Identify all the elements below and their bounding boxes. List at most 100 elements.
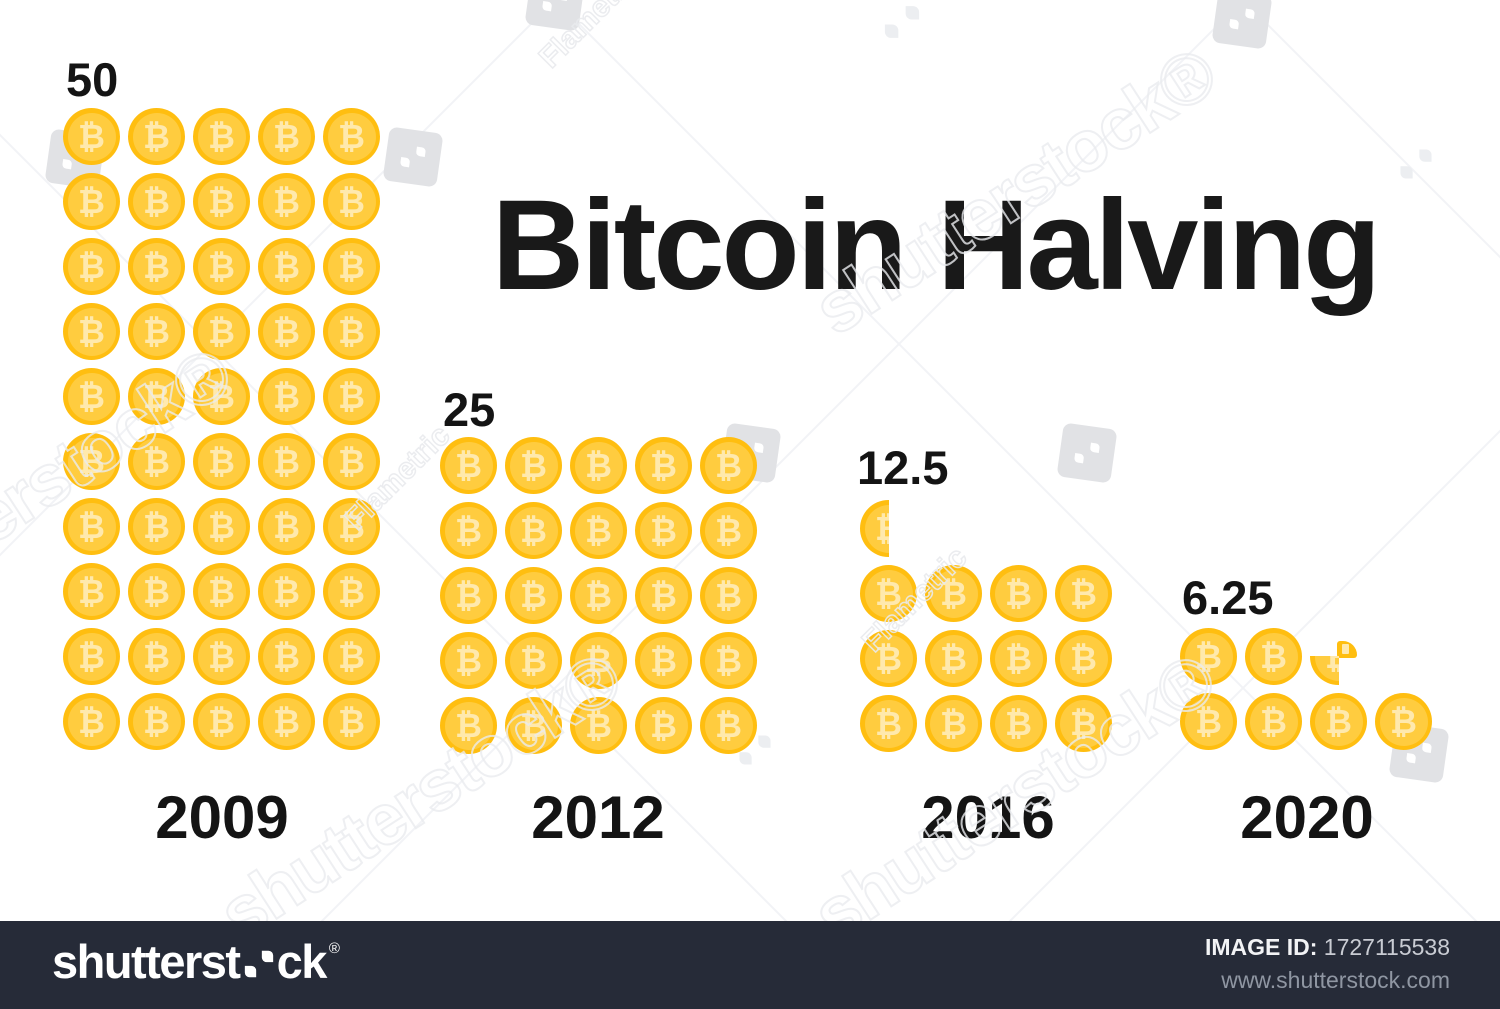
coin-grid-2020: ₿ ₿ ₿ ₿ ₿ ₿ ₿ xyxy=(1180,628,1432,750)
bitcoin-coin-icon: ₿ xyxy=(440,697,497,754)
year-label-2009: 2009 xyxy=(155,784,289,851)
coin-row: ₿ ₿ ₿ ₿ ₿ xyxy=(63,563,380,620)
watermark-logo-mark xyxy=(524,0,586,32)
bitcoin-coin-icon: ₿ xyxy=(860,695,917,752)
coin-row: ₿ ₿ ₿ ₿ ₿ xyxy=(63,173,380,230)
bitcoin-coin-icon: ₿ xyxy=(1375,693,1432,750)
bitcoin-coin-icon: ₿ xyxy=(505,437,562,494)
bitcoin-coin-icon: ₿ xyxy=(323,563,380,620)
bitcoin-coin-icon: ₿ xyxy=(63,563,120,620)
bitcoin-coin-icon: ₿ xyxy=(505,697,562,754)
bitcoin-coin-icon: ₿ xyxy=(323,628,380,685)
bitcoin-coin-icon: ₿ xyxy=(1055,630,1112,687)
bitcoin-coin-icon: ₿ xyxy=(63,628,120,685)
bitcoin-coin-icon: ₿ xyxy=(1245,628,1302,685)
coin-row: ₿ ₿ ₿ ₿ ₿ xyxy=(440,632,757,689)
year-label-2012: 2012 xyxy=(531,784,665,851)
bitcoin-coin-icon: ₿ xyxy=(635,437,692,494)
bitcoin-coin-icon: ₿ xyxy=(193,693,250,750)
bitcoin-coin-icon: ₿ xyxy=(193,368,250,425)
bitcoin-coin-icon: ₿ xyxy=(860,500,889,557)
watermark-logo-mark xyxy=(1211,0,1273,50)
bitcoin-coin-icon: ₿ xyxy=(258,498,315,555)
year-label-2016: 2016 xyxy=(921,784,1055,851)
bitcoin-coin-icon: ₿ xyxy=(1055,695,1112,752)
bitcoin-coin-icon: ₿ xyxy=(323,238,380,295)
bitcoin-coin-icon: ₿ xyxy=(63,303,120,360)
value-label-2016: 12.5 xyxy=(857,441,949,494)
coin-row: ₿ ₿ ₿ ₿ ₿ xyxy=(63,433,380,490)
value-label-2009: 50 xyxy=(66,53,119,106)
logo-text-right: ck xyxy=(276,935,328,988)
bitcoin-coin-icon: ₿ xyxy=(505,502,562,559)
bitcoin-coin-icon: ₿ xyxy=(635,567,692,624)
bitcoin-coin-icon: ₿ xyxy=(990,695,1047,752)
image-id-block: IMAGE ID: 1727115538 www.shutterstock.co… xyxy=(1205,934,1450,994)
bitcoin-half-coin-icon: ₿ xyxy=(860,500,889,557)
bitcoin-coin-icon: ₿ xyxy=(505,567,562,624)
bitcoin-coin-icon: ₿ xyxy=(63,173,120,230)
bitcoin-coin-icon: ₿ xyxy=(323,368,380,425)
bitcoin-coin-icon: ₿ xyxy=(925,630,982,687)
shutterstock-logo: shutterst ck ® xyxy=(52,938,340,985)
bitcoin-coin-icon: ₿ xyxy=(63,693,120,750)
bitcoin-coin-icon: ₿ xyxy=(63,108,120,165)
bitcoin-coin-icon: ₿ xyxy=(570,632,627,689)
coin-row: ₿ ₿ ₿ xyxy=(1180,628,1432,685)
bitcoin-coin-icon: ₿ xyxy=(925,695,982,752)
coin-row: ₿ ₿ ₿ ₿ ₿ xyxy=(63,368,380,425)
bitcoin-coin-icon: ₿ xyxy=(128,433,185,490)
bitcoin-coin-icon: ₿ xyxy=(570,567,627,624)
bitcoin-coin-icon: ₿ xyxy=(860,565,917,622)
bitcoin-coin-icon: ₿ xyxy=(990,565,1047,622)
bitcoin-coin-icon: ₿ xyxy=(440,437,497,494)
coin-row: ₿ ₿ ₿ ₿ xyxy=(860,630,1112,687)
bitcoin-coin-icon: ₿ xyxy=(193,238,250,295)
bitcoin-coin-icon: ₿ xyxy=(63,498,120,555)
bitcoin-coin-icon: ₿ xyxy=(258,303,315,360)
bitcoin-coin-icon: ₿ xyxy=(128,303,185,360)
coin-grid-2012: ₿ ₿ ₿ ₿ ₿ ₿ ₿ ₿ ₿ ₿ ₿ ₿ ₿ ₿ ₿ ₿ ₿ ₿ ₿ ₿ ₿ ₿ ₿ ₿ ₿ xyxy=(440,437,757,754)
coin-row: ₿ ₿ ₿ ₿ xyxy=(1180,693,1432,750)
bitcoin-coin-icon: ₿ xyxy=(258,108,315,165)
bitcoin-coin-icon: ₿ xyxy=(258,173,315,230)
bitcoin-coin-icon: ₿ xyxy=(700,632,757,689)
bitcoin-coin-icon: ₿ xyxy=(128,563,185,620)
bitcoin-coin-icon: ₿ xyxy=(193,303,250,360)
bitcoin-coin-icon: ₿ xyxy=(1055,565,1112,622)
coin-fragment xyxy=(1337,641,1357,658)
coin-row: ₿ ₿ ₿ ₿ xyxy=(860,565,1112,622)
coin-row: ₿ ₿ ₿ ₿ xyxy=(860,695,1112,752)
coin-grid-2016: ₿ ₿ ₿ ₿ ₿ ₿ ₿ ₿ ₿ ₿ ₿ ₿ ₿ xyxy=(860,500,1112,752)
registered-mark: ® xyxy=(328,940,340,957)
bitcoin-coin-icon: ₿ xyxy=(63,238,120,295)
watermark-url: www.shutterstock.com xyxy=(1221,966,1450,993)
bitcoin-coin-icon: ₿ xyxy=(193,108,250,165)
bitcoin-coin-icon: ₿ xyxy=(1310,656,1339,685)
bitcoin-coin-icon: ₿ xyxy=(193,498,250,555)
coin-row: ₿ ₿ ₿ ₿ ₿ xyxy=(63,628,380,685)
bitcoin-coin-icon: ₿ xyxy=(258,563,315,620)
bitcoin-coin-icon: ₿ xyxy=(128,108,185,165)
bitcoin-coin-icon: ₿ xyxy=(440,567,497,624)
chart-title: Bitcoin Halving xyxy=(491,174,1382,317)
bitcoin-coin-icon: ₿ xyxy=(925,565,982,622)
bitcoin-coin-icon: ₿ xyxy=(258,238,315,295)
bitcoin-coin-icon: ₿ xyxy=(505,632,562,689)
value-label-2012: 25 xyxy=(443,383,496,436)
bitcoin-coin-icon: ₿ xyxy=(1310,693,1367,750)
bitcoin-coin-icon: ₿ xyxy=(63,368,120,425)
bitcoin-coin-icon: ₿ xyxy=(323,108,380,165)
bitcoin-coin-icon: ₿ xyxy=(128,628,185,685)
bitcoin-coin-icon: ₿ xyxy=(128,368,185,425)
image-id-value: 1727115538 xyxy=(1323,934,1450,960)
year-label-2020: 2020 xyxy=(1240,784,1374,851)
bitcoin-coin-icon: ₿ xyxy=(193,433,250,490)
bitcoin-coin-icon: ₿ xyxy=(128,173,185,230)
bitcoin-coin-icon: ₿ xyxy=(700,502,757,559)
bitcoin-coin-icon: ₿ xyxy=(700,697,757,754)
coin-row: ₿ ₿ ₿ ₿ ₿ xyxy=(440,502,757,559)
bitcoin-coin-icon: ₿ xyxy=(635,502,692,559)
coin-row: ₿ ₿ ₿ ₿ ₿ xyxy=(63,693,380,750)
